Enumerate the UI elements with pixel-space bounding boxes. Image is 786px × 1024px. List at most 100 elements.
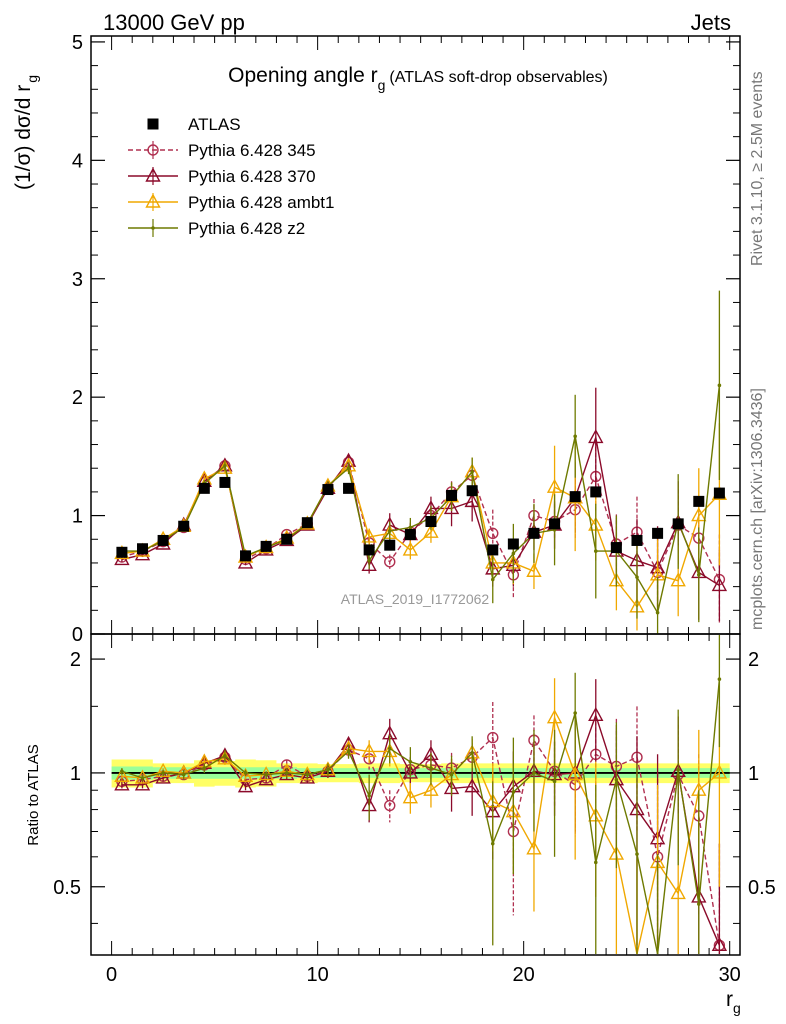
- ratio-point-pz2: [243, 771, 248, 775]
- ratio-point-pz2: [181, 772, 186, 777]
- main-point-pz2: [367, 558, 371, 563]
- ratio-series-p370: [114, 679, 728, 954]
- ratio-series-p345: [116, 702, 726, 954]
- main-ylabel: (1/σ) dσ/d r g: [12, 75, 40, 190]
- ratio-point-pz2: [696, 902, 701, 906]
- ratio-point-pz2: [367, 793, 371, 798]
- main-point-atlas: [322, 484, 334, 496]
- main-point-atlas: [446, 489, 458, 501]
- main-point-pambt1: [670, 572, 686, 587]
- ratio-ytick-label-right: 2: [748, 649, 759, 671]
- ratio-point-pambt1: [670, 884, 686, 900]
- main-point-atlas: [693, 495, 705, 507]
- main-ytick-label: 1: [72, 506, 83, 528]
- main-ytick-label: 0: [72, 624, 83, 646]
- main-point-atlas: [281, 533, 293, 545]
- ratio-point-pz2: [470, 751, 474, 755]
- main-point-atlas: [590, 486, 602, 498]
- ratio-point-p370: [114, 776, 130, 791]
- main-series-pz2: [120, 290, 722, 634]
- ratio-point-pambt1: [711, 764, 728, 779]
- xtick-label: 0: [106, 964, 117, 986]
- main-point-atlas: [652, 527, 664, 539]
- main-point-pz2: [573, 434, 577, 439]
- ratio-point-p370: [299, 769, 316, 784]
- legend: ATLAS Pythia 6.428 345 Pythia 6.428 370 Pyt…: [128, 115, 334, 238]
- main-point-atlas: [343, 482, 355, 494]
- ratio-panel: 0.5 0.51 12 20 10 20 30: [53, 633, 776, 986]
- legend-label-pz2: Pythia 6.428 z2: [188, 219, 305, 238]
- legend-label-atlas: ATLAS: [188, 115, 241, 134]
- main-point-pz2: [696, 572, 701, 577]
- title-main: Opening angle r: [228, 64, 377, 87]
- main-point-pambt1: [526, 562, 542, 577]
- ratio-point-pz2: [635, 852, 639, 856]
- ratio-series-pambt1: [114, 678, 728, 955]
- watermark: ATLAS_2019_I1772062: [341, 591, 490, 607]
- xtick-label: 20: [513, 964, 535, 986]
- ratio-point-pz2: [264, 772, 268, 777]
- main-ytick-label: 3: [72, 269, 83, 291]
- header-right: Jets: [691, 10, 731, 35]
- main-point-pambt1: [546, 478, 563, 493]
- legend-entry-pz2: Pythia 6.428 z2: [128, 219, 305, 238]
- ratio-point-p370: [134, 776, 151, 791]
- legend-marker-pambt1: [145, 193, 161, 208]
- ratio-point-pambt1: [423, 781, 439, 796]
- main-point-atlas: [569, 491, 581, 503]
- main-point-pz2: [408, 525, 413, 530]
- legend-marker-pz2: [151, 226, 155, 230]
- main-point-p370: [361, 556, 377, 572]
- ratio-point-pz2: [387, 746, 392, 751]
- title-sub: g: [378, 77, 386, 93]
- ratio-point-pambt1: [546, 709, 563, 724]
- legend-entry-p370: Pythia 6.428 370: [128, 167, 316, 186]
- main-point-pambt1: [361, 528, 377, 543]
- header-left: 13000 GeV pp: [103, 10, 245, 35]
- main-point-atlas: [178, 520, 190, 532]
- ratio-point-pambt1: [402, 789, 419, 804]
- ratio-point-pz2: [532, 771, 536, 775]
- main-panel: 0 1 2 3 4 5: [72, 32, 741, 646]
- ratio-point-p370: [258, 771, 274, 786]
- legend-marker-atlas: [147, 118, 159, 130]
- main-point-atlas: [116, 546, 128, 558]
- legend-marker-p370: [145, 167, 161, 182]
- ratio-point-pz2: [408, 760, 413, 764]
- main-line-pambt1: [121, 464, 720, 608]
- main-point-pambt1: [402, 541, 419, 556]
- ratio-point-pz2: [140, 776, 145, 780]
- legend-entry-atlas: ATLAS: [147, 115, 241, 134]
- main-point-p345: [384, 556, 396, 568]
- ratio-point-pz2: [511, 790, 516, 794]
- ratio-point-pz2: [573, 711, 577, 715]
- main-title: Opening angle rg (ATLAS soft-drop observa…: [228, 64, 608, 93]
- main-point-atlas: [137, 543, 149, 555]
- main-point-p370: [443, 500, 460, 515]
- ratio-ytick-label: 1: [70, 763, 81, 785]
- ratio-ytick-label: 2: [70, 649, 81, 671]
- main-point-pz2: [717, 383, 722, 388]
- side-text-bottom: mcplots.cern.ch [arXiv:1306.3436]: [749, 388, 766, 630]
- ratio-point-pz2: [676, 767, 680, 772]
- ratio-point-pz2: [284, 771, 289, 775]
- svg-text:(1/σ) dσ/d rg: (1/σ) dσ/d r g: [12, 75, 40, 190]
- main-ylabel-sub: g: [24, 75, 40, 83]
- main-point-atlas: [260, 540, 272, 552]
- ratio-line-pz2: [121, 679, 721, 955]
- main-line-p370: [121, 434, 720, 587]
- main-point-atlas: [610, 542, 622, 554]
- ratio-ytick-label: 0.5: [53, 877, 81, 899]
- main-point-pambt1: [217, 459, 233, 474]
- xlabel-sub: g: [733, 1000, 741, 1016]
- main-ylabel-text: (1/σ) dσ/d r: [12, 85, 35, 190]
- legend-entry-pambt1: Pythia 6.428 ambt1: [128, 193, 334, 212]
- main-series-p370: [114, 387, 728, 621]
- legend-marker-p345: [147, 144, 159, 156]
- svg-text:Opening angle rg(ATLAS soft-dr: Opening angle rg (ATLAS soft-drop observa…: [228, 64, 608, 93]
- main-point-atlas: [219, 476, 231, 488]
- legend-label-p345: Pythia 6.428 345: [188, 141, 316, 160]
- main-point-pz2: [346, 466, 351, 471]
- ratio-point-pz2: [717, 677, 722, 681]
